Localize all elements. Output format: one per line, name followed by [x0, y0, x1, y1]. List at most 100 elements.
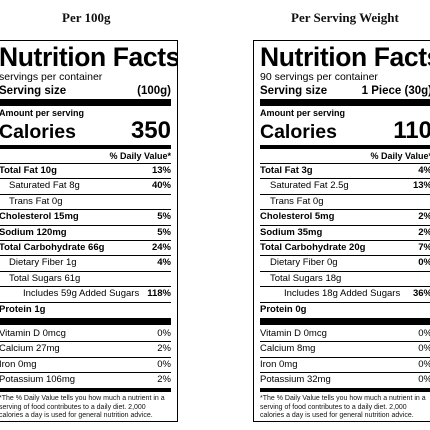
cholesterol-label: Cholesterol 5mg [260, 211, 335, 223]
vitamin-d-dv: 0% [418, 327, 430, 339]
protein-row: Protein 0g [260, 301, 430, 317]
protein-label: Protein 0g [260, 303, 307, 315]
thick-divider [260, 99, 430, 106]
saturated-fat-dv: 13% [412, 180, 430, 192]
total-fat-row: Total Fat 3g 4% [260, 163, 430, 178]
cholesterol-label: Cholesterol 15mg [0, 211, 79, 223]
iron-dv: 0% [418, 358, 430, 370]
fiber-dv: 4% [157, 257, 171, 269]
trans-fat-row: Trans Fat 0g [0, 193, 171, 209]
potassium-row: Potassium 106mg 2% [0, 372, 171, 387]
potassium-row: Potassium 32mg 0% [260, 372, 430, 387]
amount-per-serving: Amount per serving [260, 108, 346, 118]
saturated-fat-label: Saturated Fat 2.5g [270, 180, 349, 192]
calcium-dv: 2% [157, 343, 171, 355]
carbohydrate-label: Total Carbohydrate 20g [260, 241, 366, 253]
serving-size-row: Serving size 1 Piece (30g) [260, 84, 430, 98]
serving-size-label: Serving size [0, 85, 67, 97]
calcium-row: Calcium 27mg 2% [0, 341, 171, 356]
added-sugars-dv: 118% [147, 288, 171, 300]
sodium-row: Sodium 35mg 2% [260, 224, 430, 240]
calories-row: Calories 350 [0, 119, 171, 144]
amount-per-serving: Amount per serving [0, 108, 85, 118]
serving-size-label: Serving size [260, 85, 328, 97]
calories-label: Calories [0, 121, 76, 143]
fiber-dv: 0% [418, 257, 430, 269]
cholesterol-row: Cholesterol 15mg 5% [0, 209, 171, 224]
cholesterol-row: Cholesterol 5mg 2% [260, 209, 430, 224]
calories-value: 110 [393, 117, 430, 144]
cholesterol-dv: 2% [418, 211, 430, 223]
trans-fat-label: Trans Fat 0g [270, 195, 324, 207]
potassium-label: Potassium 106mg [0, 374, 76, 386]
protein-row: Protein 1g [0, 301, 171, 317]
potassium-dv: 0% [418, 374, 430, 386]
nutrition-label-per-100g: Nutrition Facts servings per container S… [0, 40, 178, 422]
serving-size-row: Serving size (100g) [0, 84, 171, 98]
sodium-label: Sodium 35mg [260, 226, 323, 238]
sodium-dv: 5% [157, 226, 171, 238]
daily-value-footnote: *The % Daily Value tells you how much a … [0, 395, 165, 420]
carbohydrate-label: Total Carbohydrate 66g [0, 241, 105, 253]
iron-row: Iron 0mg 0% [260, 356, 430, 372]
per-serving-heading: Per Serving Weight [291, 10, 399, 25]
trans-fat-label: Trans Fat 0g [9, 195, 63, 207]
calcium-label: Calcium 8mg [260, 343, 316, 355]
added-sugars-row: Includes 18g Added Sugars 36% [260, 286, 430, 301]
carbohydrate-dv: 24% [151, 241, 171, 253]
calories-label: Calories [260, 121, 337, 143]
vitamin-d-dv: 0% [157, 327, 171, 339]
potassium-label: Potassium 32mg [260, 374, 331, 386]
fiber-label: Dietary Fiber 0g [270, 257, 338, 269]
servings-per-container: servings per container [0, 71, 103, 83]
sodium-label: Sodium 120mg [0, 226, 67, 238]
total-fat-dv: 4% [418, 165, 430, 176]
calcium-row: Calcium 8mg 0% [260, 341, 430, 356]
label-title: Nutrition Facts [0, 42, 178, 72]
carbohydrate-row: Total Carbohydrate 66g 24% [0, 239, 171, 255]
serving-size-value: (100g) [137, 85, 171, 97]
serving-size-value: 1 Piece (30g) [361, 85, 430, 97]
saturated-fat-row: Saturated Fat 2.5g 13% [260, 178, 430, 193]
medium-divider [260, 388, 430, 393]
cholesterol-dv: 5% [157, 211, 171, 223]
fiber-row: Dietary Fiber 0g 0% [260, 255, 430, 270]
fiber-row: Dietary Fiber 1g 4% [0, 255, 171, 270]
iron-row: Iron 0mg 0% [0, 356, 171, 372]
total-fat-dv: 13% [151, 165, 171, 176]
total-fat-row: Total Fat 10g 13% [0, 163, 171, 178]
servings-per-container: 90 servings per container [260, 71, 378, 83]
trans-fat-row: Trans Fat 0g [260, 193, 430, 209]
thick-divider [0, 317, 171, 325]
saturated-fat-dv: 40% [151, 180, 171, 192]
medium-divider [260, 145, 430, 149]
saturated-fat-label: Saturated Fat 8g [9, 180, 80, 192]
vitamin-d-label: Vitamin D 0mcg [260, 327, 327, 339]
saturated-fat-row: Saturated Fat 8g 40% [0, 178, 171, 193]
sodium-row: Sodium 120mg 5% [0, 224, 171, 240]
thick-divider [260, 317, 430, 325]
iron-dv: 0% [157, 358, 171, 370]
carbohydrate-dv: 7% [418, 241, 430, 253]
sodium-dv: 2% [418, 226, 430, 238]
calories-value: 350 [130, 117, 171, 144]
total-sugars-row: Total Sugars 18g [260, 270, 430, 286]
label-title: Nutrition Facts [260, 42, 430, 72]
iron-label: Iron 0mg [260, 358, 298, 370]
daily-value-header: % Daily Value* [370, 151, 430, 161]
vitamin-d-row: Vitamin D 0mcg 0% [260, 327, 430, 341]
medium-divider [0, 388, 171, 393]
per-100g-heading: Per 100g [62, 10, 111, 25]
carbohydrate-row: Total Carbohydrate 20g 7% [260, 239, 430, 255]
daily-value-header: % Daily Value* [109, 151, 171, 161]
added-sugars-dv: 36% [412, 288, 430, 300]
iron-label: Iron 0mg [0, 358, 37, 370]
added-sugars-label: Includes 59g Added Sugars [23, 288, 140, 300]
calcium-label: Calcium 27mg [0, 343, 60, 355]
added-sugars-row: Includes 59g Added Sugars 118% [0, 286, 171, 301]
daily-value-footnote: *The % Daily Value tells you how much a … [260, 395, 426, 420]
fiber-label: Dietary Fiber 1g [9, 257, 77, 269]
calcium-dv: 0% [418, 343, 430, 355]
calories-row: Calories 110 [260, 119, 430, 144]
total-sugars-row: Total Sugars 61g [0, 270, 171, 286]
